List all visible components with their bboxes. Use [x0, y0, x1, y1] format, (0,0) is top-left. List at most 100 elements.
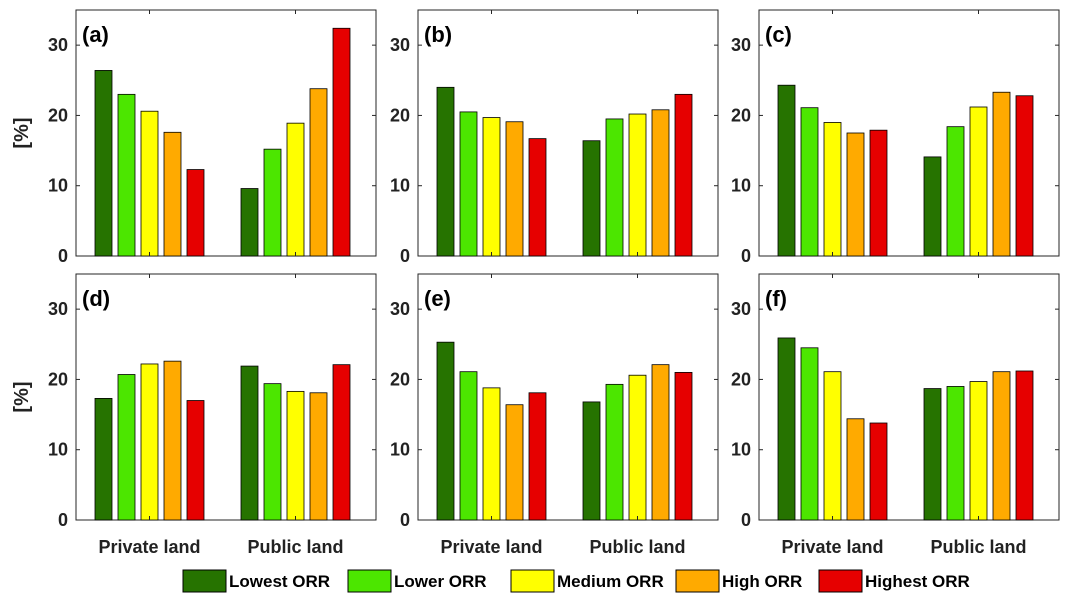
bar-lower-orr-public [605, 383, 624, 521]
bar-high-orr-public [309, 88, 328, 257]
y-tick-label: 30 [48, 299, 68, 319]
bar-highest-orr-private [869, 129, 888, 257]
x-category-label: Private land [440, 537, 542, 557]
bar-lower-orr-public [263, 383, 282, 521]
bar-highest-orr-public [1015, 95, 1034, 257]
y-tick-label: 30 [731, 299, 751, 319]
bar-medium-orr-private [823, 371, 842, 521]
bar-high-orr-private [163, 360, 182, 521]
bar-lowest-orr-public [582, 401, 601, 521]
bar-high-orr-public [651, 109, 670, 257]
panel-label: (f) [765, 286, 787, 311]
x-category-label: Public land [589, 537, 685, 557]
bar-medium-orr-private [482, 117, 501, 257]
x-category-label: Private land [98, 537, 200, 557]
legend-entry-lowest-orr: Lowest ORR [182, 569, 330, 593]
bar-medium-orr-private [140, 363, 159, 521]
y-tick-label: 0 [400, 246, 410, 266]
bar-high-orr-private [505, 404, 524, 521]
bar-high-orr-public [992, 371, 1011, 521]
bar-lowest-orr-public [240, 365, 259, 521]
bar-medium-orr-public [628, 374, 647, 521]
legend-entry-highest-orr: Highest ORR [818, 569, 970, 593]
bar-lowest-orr-public [582, 140, 601, 257]
legend: Lowest ORR Lower ORR Medium ORR High ORR Hig… [182, 569, 970, 593]
bar-lower-orr-private [117, 374, 136, 521]
panel-d: 0 10 20 30 Private land Public land (d) [%] [11, 273, 377, 557]
bar-high-orr-public [992, 91, 1011, 257]
bar-highest-orr-public [1015, 370, 1034, 521]
legend-label: Highest ORR [865, 572, 970, 591]
bar-highest-orr-public [674, 371, 693, 521]
bar-lowest-orr-private [94, 398, 113, 521]
panel-c: 0 10 20 30 (c) [731, 9, 1060, 266]
y-axis-label: [%] [11, 381, 33, 412]
legend-swatch [818, 569, 863, 593]
y-tick-label: 0 [58, 510, 68, 530]
y-tick-label: 10 [731, 176, 751, 196]
bar-medium-orr-public [628, 113, 647, 257]
y-axis-label: [%] [11, 117, 33, 148]
bar-high-orr-public [309, 392, 328, 521]
bar-lower-orr-private [800, 107, 819, 257]
bar-medium-orr-public [969, 381, 988, 521]
legend-entry-medium-orr: Medium ORR [510, 569, 664, 593]
bar-high-orr-private [846, 132, 865, 257]
bar-lowest-orr-private [436, 341, 455, 521]
bar-lowest-orr-public [923, 388, 942, 521]
bar-medium-orr-private [823, 122, 842, 257]
legend-entry-lower-orr: Lower ORR [347, 569, 487, 593]
y-tick-label: 0 [400, 510, 410, 530]
legend-label: Medium ORR [557, 572, 664, 591]
bar-high-orr-private [505, 121, 524, 257]
panel-label: (c) [765, 22, 792, 47]
bar-lower-orr-public [946, 386, 965, 521]
panel-a: 0 10 20 30 (a) [%] [11, 9, 377, 266]
y-tick-label: 20 [731, 105, 751, 125]
y-tick-label: 30 [390, 299, 410, 319]
bar-lower-orr-private [459, 371, 478, 521]
y-tick-label: 30 [48, 35, 68, 55]
bar-medium-orr-private [140, 110, 159, 257]
panel-b: 0 10 20 30 (b) [390, 9, 719, 266]
panel-label: (a) [82, 22, 109, 47]
bar-lower-orr-private [800, 347, 819, 521]
bar-highest-orr-private [528, 392, 547, 521]
bar-lower-orr-private [459, 111, 478, 257]
y-tick-label: 20 [390, 369, 410, 389]
bar-lowest-orr-public [923, 156, 942, 257]
y-tick-label: 0 [741, 246, 751, 266]
bar-highest-orr-private [186, 400, 205, 521]
legend-swatch [510, 569, 555, 593]
bar-highest-orr-public [674, 93, 693, 257]
legend-label: Lowest ORR [229, 572, 330, 591]
y-tick-label: 20 [48, 105, 68, 125]
legend-swatch [675, 569, 720, 593]
legend-entry-high-orr: High ORR [675, 569, 802, 593]
legend-swatch [347, 569, 392, 593]
bar-highest-orr-public [332, 364, 351, 521]
x-category-label: Private land [781, 537, 883, 557]
y-tick-label: 0 [741, 510, 751, 530]
bar-lower-orr-private [117, 93, 136, 257]
y-tick-label: 10 [390, 440, 410, 460]
legend-label: Lower ORR [394, 572, 487, 591]
bar-medium-orr-private [482, 387, 501, 521]
y-tick-label: 10 [731, 440, 751, 460]
bar-high-orr-public [651, 364, 670, 521]
y-tick-label: 0 [58, 246, 68, 266]
y-tick-label: 10 [48, 440, 68, 460]
y-tick-label: 20 [48, 369, 68, 389]
bar-lower-orr-public [946, 126, 965, 257]
bar-high-orr-private [846, 418, 865, 521]
bar-lowest-orr-private [436, 86, 455, 257]
bar-medium-orr-public [286, 390, 305, 521]
bar-lower-orr-public [263, 148, 282, 257]
chart-panels: 0 10 20 30 (a) [%] 0 10 20 30 (b) 0 10 20 30 (c) 0 10 20 30… [11, 9, 1060, 557]
x-category-label: Public land [930, 537, 1026, 557]
legend-label: High ORR [722, 572, 802, 591]
y-tick-label: 20 [390, 105, 410, 125]
y-tick-label: 10 [390, 176, 410, 196]
bar-lower-orr-public [605, 118, 624, 257]
bar-medium-orr-public [286, 122, 305, 257]
